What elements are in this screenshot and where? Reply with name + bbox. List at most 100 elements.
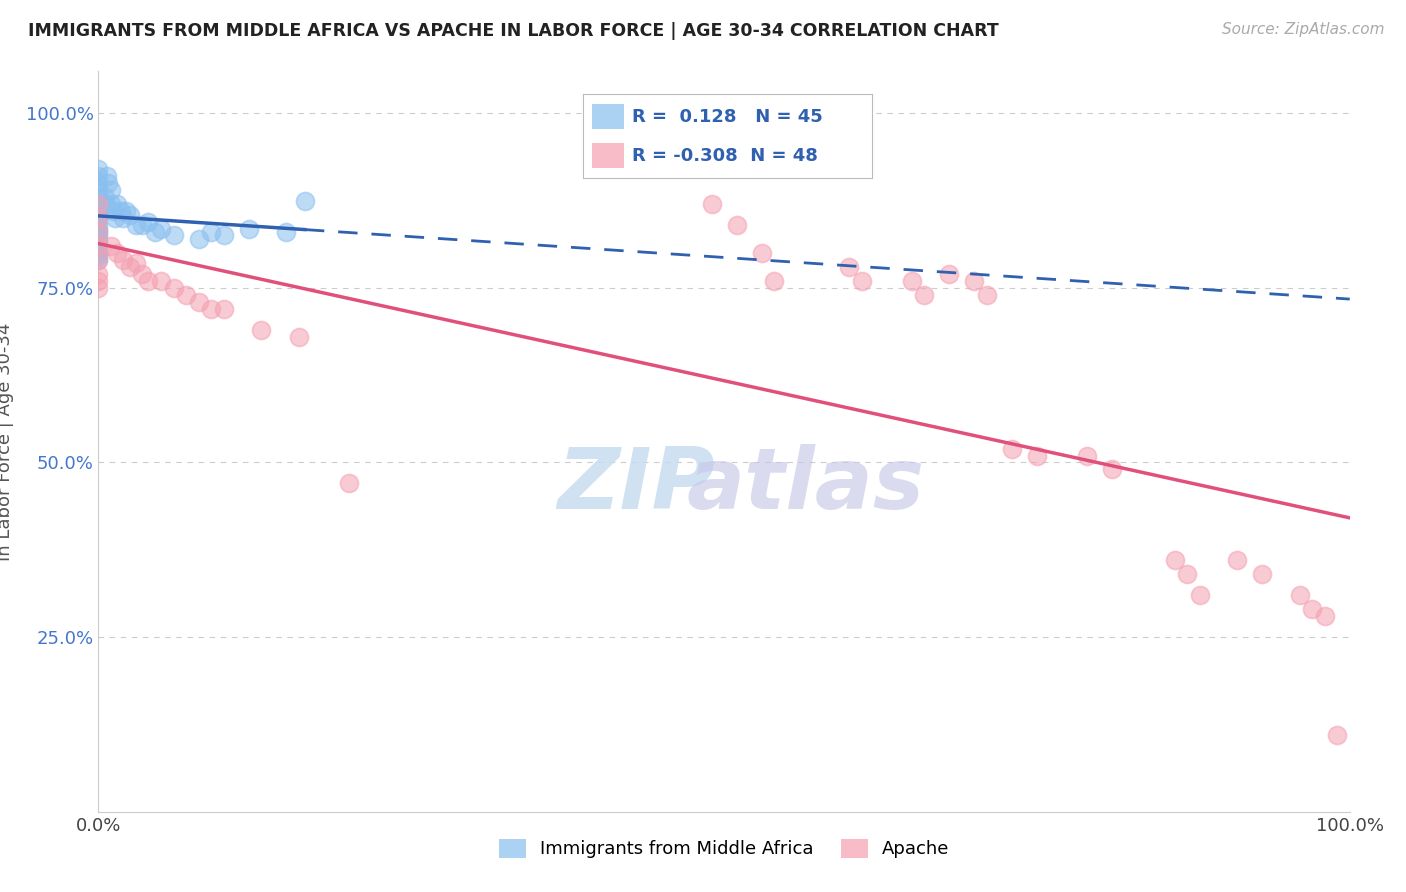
Point xyxy=(87,204,110,219)
Point xyxy=(125,218,148,232)
Point xyxy=(250,323,273,337)
Point xyxy=(87,252,110,267)
Point xyxy=(87,218,110,232)
Point xyxy=(87,208,110,222)
Point xyxy=(1313,609,1336,624)
Point xyxy=(938,267,960,281)
Text: atlas: atlas xyxy=(686,444,925,527)
Point xyxy=(87,183,110,197)
Point xyxy=(976,288,998,302)
Point xyxy=(87,267,110,281)
FancyBboxPatch shape xyxy=(592,143,624,169)
Point xyxy=(1076,449,1098,463)
Point xyxy=(1301,602,1323,616)
Point xyxy=(238,221,260,235)
Point xyxy=(1288,588,1310,602)
Point xyxy=(87,274,110,288)
Point xyxy=(150,221,173,235)
Point xyxy=(87,228,110,243)
Y-axis label: In Labor Force | Age 30-34: In Labor Force | Age 30-34 xyxy=(0,322,14,561)
Point xyxy=(87,225,110,239)
Point xyxy=(87,162,110,177)
Point xyxy=(100,183,122,197)
Point xyxy=(725,218,748,232)
Point xyxy=(87,252,110,267)
Text: ZIP: ZIP xyxy=(558,444,716,527)
Legend: Immigrants from Middle Africa, Apache: Immigrants from Middle Africa, Apache xyxy=(491,832,957,865)
Point xyxy=(162,281,184,295)
Point xyxy=(87,190,110,204)
Point xyxy=(187,294,209,309)
Point xyxy=(274,225,298,239)
Point xyxy=(103,204,125,219)
Point xyxy=(87,176,110,190)
Point xyxy=(200,301,222,316)
Point xyxy=(294,194,316,208)
Text: R =  0.128   N = 45: R = 0.128 N = 45 xyxy=(633,108,824,126)
Point xyxy=(87,197,110,211)
Point xyxy=(131,267,153,281)
Point xyxy=(87,211,110,225)
Point xyxy=(138,274,160,288)
Point xyxy=(87,197,110,211)
Point xyxy=(87,250,110,264)
Point xyxy=(110,204,132,219)
Point xyxy=(700,197,723,211)
Point xyxy=(143,225,166,239)
Text: R = -0.308  N = 48: R = -0.308 N = 48 xyxy=(633,146,818,164)
Point xyxy=(105,246,128,260)
Point xyxy=(150,274,173,288)
Point xyxy=(963,274,986,288)
Point xyxy=(87,243,110,257)
Point xyxy=(1175,567,1198,582)
Point xyxy=(115,204,138,219)
Point xyxy=(87,235,110,250)
Point xyxy=(87,246,110,260)
Point xyxy=(838,260,860,274)
Point xyxy=(212,301,235,316)
Point xyxy=(112,211,135,225)
Point xyxy=(138,214,160,228)
Point xyxy=(187,232,209,246)
FancyBboxPatch shape xyxy=(592,103,624,129)
Point xyxy=(87,239,110,253)
Point xyxy=(337,476,360,491)
Point xyxy=(125,256,148,270)
Point xyxy=(96,169,118,183)
Point xyxy=(162,228,184,243)
Point xyxy=(1001,442,1024,456)
Point xyxy=(1226,553,1249,567)
Point xyxy=(105,197,128,211)
Point xyxy=(174,288,197,302)
Point xyxy=(97,176,120,190)
Point xyxy=(1101,462,1123,476)
Point xyxy=(751,246,773,260)
Point xyxy=(112,252,135,267)
Text: Source: ZipAtlas.com: Source: ZipAtlas.com xyxy=(1222,22,1385,37)
Point xyxy=(1026,449,1049,463)
Point xyxy=(1188,588,1211,602)
Point xyxy=(87,281,110,295)
Point xyxy=(900,274,922,288)
Point xyxy=(100,197,122,211)
Point xyxy=(93,190,115,204)
Point xyxy=(93,197,115,211)
Point xyxy=(87,225,110,239)
Text: IMMIGRANTS FROM MIDDLE AFRICA VS APACHE IN LABOR FORCE | AGE 30-34 CORRELATION C: IMMIGRANTS FROM MIDDLE AFRICA VS APACHE … xyxy=(28,22,998,40)
Point xyxy=(100,239,122,253)
Point xyxy=(200,225,222,239)
Point xyxy=(87,239,110,253)
Point xyxy=(212,228,235,243)
Point xyxy=(912,288,935,302)
Point xyxy=(763,274,786,288)
Point xyxy=(287,330,309,344)
Point xyxy=(131,218,153,232)
Point xyxy=(1326,728,1348,742)
Point xyxy=(87,232,110,246)
Point xyxy=(87,221,110,235)
Point xyxy=(1251,567,1274,582)
Point xyxy=(118,208,141,222)
Point xyxy=(87,169,110,183)
Point xyxy=(104,211,127,225)
Point xyxy=(87,211,110,225)
